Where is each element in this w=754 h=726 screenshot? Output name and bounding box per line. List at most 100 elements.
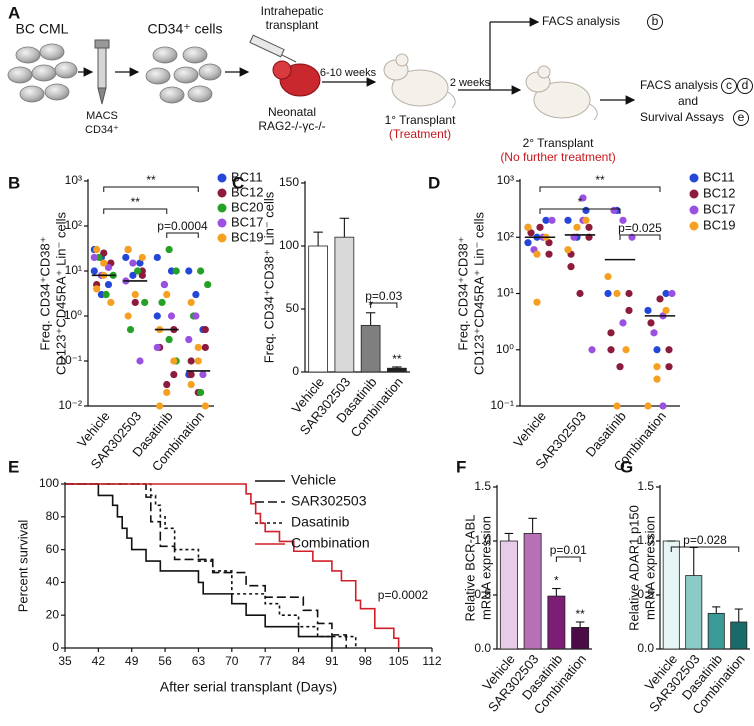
data-point xyxy=(548,216,556,224)
bar xyxy=(499,540,518,650)
data-point xyxy=(129,271,137,279)
data-point xyxy=(199,370,207,379)
data-point xyxy=(653,363,661,371)
bar xyxy=(334,236,355,373)
x-tick-label: 56 xyxy=(158,654,172,668)
y-tick-label: 10⁰ xyxy=(64,308,82,322)
legend-label: BC20 xyxy=(231,199,264,214)
legend-label: BC17 xyxy=(231,214,264,229)
legend-label: BC19 xyxy=(703,217,736,232)
bar xyxy=(360,324,381,373)
data-point xyxy=(170,357,178,365)
x-tick-label: 42 xyxy=(92,654,106,668)
data-point xyxy=(527,229,535,237)
annotation: p=0.01 xyxy=(550,543,587,557)
data-point xyxy=(187,370,195,379)
legend-label: Dasatinib xyxy=(291,514,350,530)
data-point xyxy=(93,285,101,293)
data-point xyxy=(156,402,164,410)
legend-marker xyxy=(217,188,227,198)
y-tick-label: 10² xyxy=(497,229,514,243)
data-point xyxy=(665,346,673,354)
bar xyxy=(571,627,590,650)
error-bar xyxy=(504,532,514,541)
y-axis-label: Relative ADAR1 p150 xyxy=(626,505,641,631)
step-label: transplant xyxy=(266,18,319,32)
data-point xyxy=(194,357,202,365)
panel-label: G xyxy=(620,457,633,476)
data-point xyxy=(662,289,670,298)
x-tick-label: 105 xyxy=(389,654,409,668)
legend-marker xyxy=(217,233,227,243)
annotation: ** xyxy=(146,173,156,187)
data-point xyxy=(668,289,676,298)
data-point xyxy=(160,280,168,289)
data-point xyxy=(573,223,581,231)
panel-ref-label: e xyxy=(738,110,745,124)
panel-label: F xyxy=(456,457,466,476)
data-point xyxy=(134,267,142,275)
data-point xyxy=(564,246,572,254)
step-label: 2° Transplant xyxy=(523,136,595,150)
step-label: (Treatment) xyxy=(389,127,451,141)
data-point xyxy=(622,346,630,354)
annotation: p=0.0002 xyxy=(378,588,429,602)
data-point xyxy=(619,319,627,327)
x-tick-label: 98 xyxy=(359,654,373,668)
significance-bracket xyxy=(619,234,661,240)
error-bar xyxy=(528,517,537,534)
readout: FACS analysis xyxy=(640,78,718,92)
y-tick-label: 0 xyxy=(292,364,299,378)
annotation: p=0.025 xyxy=(618,221,662,235)
data-point xyxy=(524,223,532,231)
data-point xyxy=(567,263,575,271)
bar xyxy=(308,245,328,373)
cell-cluster xyxy=(145,46,222,104)
y-tick-label: 20 xyxy=(46,607,60,621)
y-tick-label: 100 xyxy=(279,238,299,252)
legend-label: Combination xyxy=(291,535,370,551)
step-label: BC CML xyxy=(16,21,69,37)
data-point xyxy=(585,223,593,231)
legend-label: BC19 xyxy=(231,229,264,244)
y-axis-label: CD123⁺CD45RA⁺ Lin⁻ cells xyxy=(53,212,68,375)
data-point xyxy=(665,363,673,371)
data-point xyxy=(662,306,670,315)
legend-label: BC17 xyxy=(703,201,736,216)
data-point xyxy=(187,298,195,307)
schematic: BC CML MACS CD34⁺ CD34⁺ cells Intrahepat… xyxy=(7,4,753,164)
x-tick-label: 112 xyxy=(422,654,441,668)
annotation: p=0.0004 xyxy=(157,219,208,233)
data-point xyxy=(524,239,532,247)
x-tick-label: 49 xyxy=(125,654,139,668)
y-tick-label: 10³ xyxy=(65,173,82,187)
step-label: CD34⁺ cells xyxy=(147,21,222,37)
data-point xyxy=(131,290,139,299)
y-tick-label: 0.5 xyxy=(474,587,491,601)
data-point xyxy=(163,290,171,299)
annotation: p=0.028 xyxy=(683,533,727,547)
annotation: ** xyxy=(392,352,402,366)
x-tick-label: 35 xyxy=(58,654,72,668)
panel-ref xyxy=(733,110,749,126)
y-tick-label: 0.0 xyxy=(474,641,491,655)
data-point xyxy=(604,272,612,281)
data-point xyxy=(165,245,173,254)
data-point xyxy=(201,343,209,352)
x-axis-label: After serial transplant (Days) xyxy=(160,679,337,695)
step-label: 1° Transplant xyxy=(385,113,457,127)
error-bar xyxy=(575,621,585,628)
y-tick-label: 1.5 xyxy=(474,479,491,493)
bar xyxy=(685,575,703,650)
bar xyxy=(387,367,407,373)
data-point xyxy=(650,329,658,337)
data-point xyxy=(625,289,633,298)
data-point xyxy=(158,298,166,307)
legend-label: BC11 xyxy=(231,169,263,184)
data-point xyxy=(610,206,618,215)
panel-label: E xyxy=(8,457,19,476)
y-tick-label: 80 xyxy=(46,509,60,523)
data-point xyxy=(533,298,541,306)
y-tick-label: 10⁻¹ xyxy=(490,398,514,412)
